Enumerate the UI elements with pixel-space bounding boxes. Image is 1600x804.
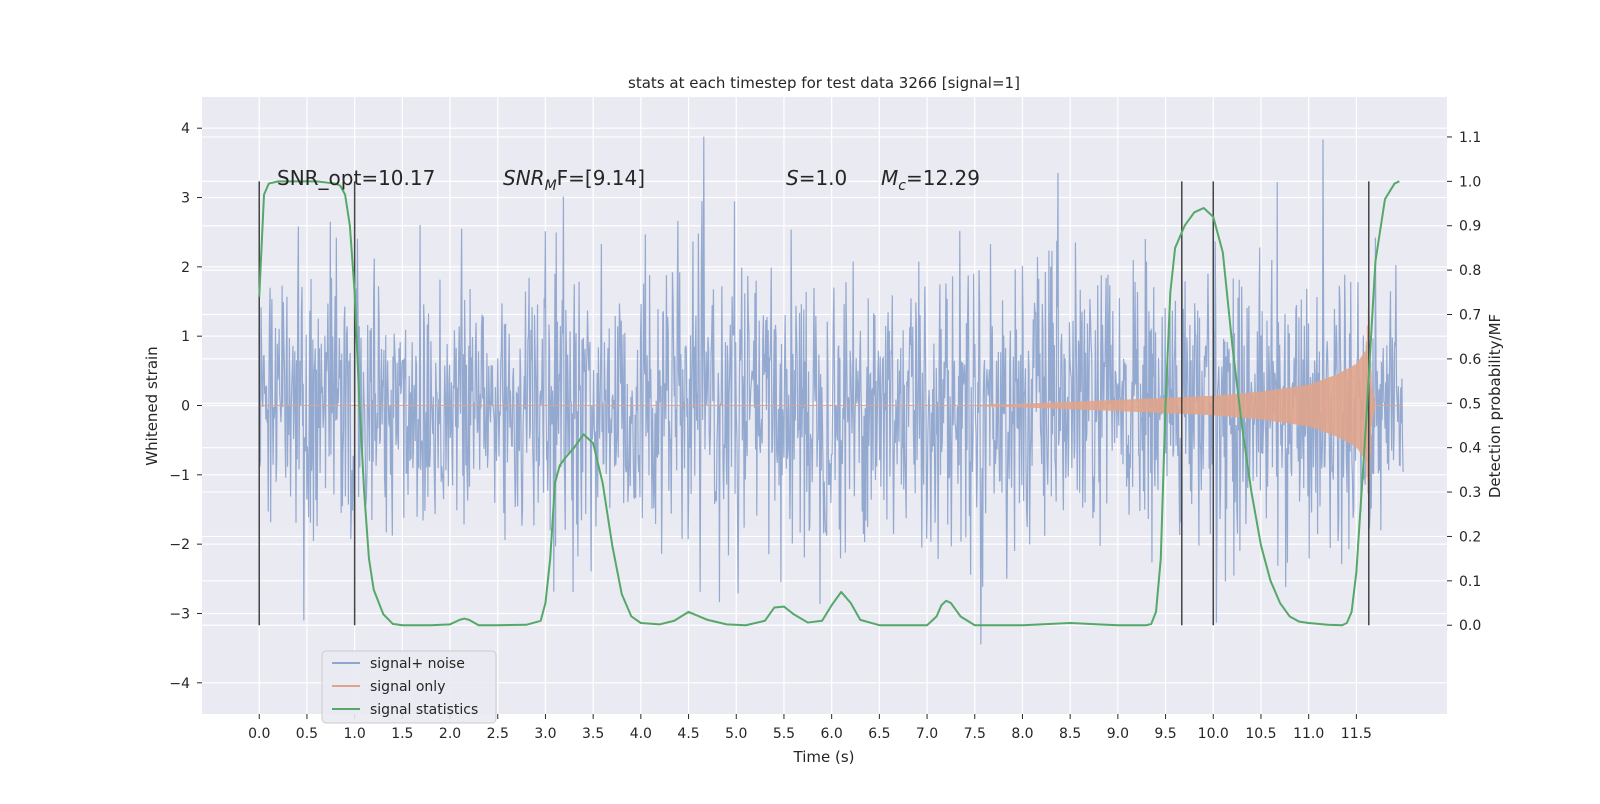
chart-title: stats at each timestep for test data 326… xyxy=(628,74,1020,92)
legend-label-signal-statistics: signal statistics xyxy=(370,702,478,718)
x-tick-label: 0.5 xyxy=(296,726,318,742)
annotation-snr-mf: SNRMF=[9.14] xyxy=(503,166,645,194)
signal-only-line xyxy=(259,309,1404,510)
x-tick-label: 6.0 xyxy=(821,726,843,742)
y-tick-label: −1 xyxy=(169,468,190,484)
x-tick-label: 4.0 xyxy=(630,726,652,742)
y2-tick-label: 0.4 xyxy=(1459,441,1481,457)
annotation-snr-opt: SNR_opt=10.17 xyxy=(277,166,435,190)
y-tick-label: −3 xyxy=(169,606,190,622)
x-tick-label: 2.0 xyxy=(439,726,461,742)
annotation-s-main: S xyxy=(786,166,799,190)
y-tick-label: 3 xyxy=(181,191,190,207)
x-tick-label: 7.5 xyxy=(964,726,986,742)
series-signal-noise xyxy=(258,136,1404,645)
y2-tick-label: 0.1 xyxy=(1459,574,1481,590)
legend-label-signal-only: signal only xyxy=(370,679,445,695)
annotation-snr-mf-sub: M xyxy=(545,178,557,194)
y2-tick-label: 0.2 xyxy=(1459,529,1481,545)
y2-tick-label: 1.0 xyxy=(1459,174,1481,190)
y-tick-label: 2 xyxy=(181,260,190,276)
x-tick-label: 11.0 xyxy=(1293,726,1324,742)
x-tick-label: 3.0 xyxy=(534,726,556,742)
annotations: SNR_opt=10.17 SNRMF=[9.14] S=1.0 Mc=12.2… xyxy=(277,166,980,194)
x-tick-label: 0.0 xyxy=(248,726,270,742)
y2-tick-label: 0.6 xyxy=(1459,352,1481,368)
annotation-snr-mf-main: SNR xyxy=(503,166,545,190)
tick-labels: 0.0 0.5 1.0 1.5 2.0 2.5 3.0 3.5 4.0 4.5 5.0 5.5 6.0 6… xyxy=(169,121,1481,742)
y-tick-label: 0 xyxy=(181,399,190,415)
y2-tick-label: 0.9 xyxy=(1459,219,1481,235)
signal-noise-line xyxy=(258,136,1404,645)
x-tick-label: 8.0 xyxy=(1011,726,1033,742)
annotation-s-rest: =1.0 xyxy=(799,166,848,190)
x-tick-label: 8.5 xyxy=(1059,726,1081,742)
vertical-markers xyxy=(258,181,1370,626)
legend-box xyxy=(321,650,497,724)
x-tick-label: 6.5 xyxy=(868,726,890,742)
x-tick-label: 9.0 xyxy=(1107,726,1129,742)
y2-tick-label: 0.3 xyxy=(1459,485,1481,501)
x-tick-label: 11.5 xyxy=(1341,726,1372,742)
annotation-mc: Mc=12.29 xyxy=(881,166,980,194)
annotation-s: S=1.0 xyxy=(786,166,847,190)
annotation-snr-mf-rest: F=[9.14] xyxy=(557,166,645,190)
y2-tick-label: 0.5 xyxy=(1459,396,1481,412)
x-tick-label: 9.5 xyxy=(1154,726,1176,742)
signal-statistics-line xyxy=(258,180,1400,627)
legend: signal+ noise signal only signal statist… xyxy=(321,650,497,724)
series-signal-only xyxy=(259,309,1404,510)
x-tick-label: 2.5 xyxy=(487,726,509,742)
annotation-mc-rest: =12.29 xyxy=(906,166,980,190)
x-tick-label: 1.5 xyxy=(391,726,413,742)
y2-tick-label: 1.1 xyxy=(1459,130,1481,146)
y2-tick-label: 0.8 xyxy=(1459,263,1481,279)
x-tick-label: 3.5 xyxy=(582,726,604,742)
x-axis-label: Time (s) xyxy=(793,748,855,766)
y-tick-label: −2 xyxy=(169,537,190,553)
y2-tick-label: 0.7 xyxy=(1459,308,1481,324)
x-tick-label: 10.0 xyxy=(1198,726,1229,742)
y2-axis-label: Detection probability/MF xyxy=(1486,314,1504,498)
x-tick-label: 5.5 xyxy=(773,726,795,742)
y-tick-label: 4 xyxy=(181,121,190,137)
annotation-mc-main: M xyxy=(881,166,898,190)
x-tick-label: 1.0 xyxy=(344,726,366,742)
x-tick-label: 7.0 xyxy=(916,726,938,742)
x-tick-label: 5.0 xyxy=(725,726,747,742)
legend-label-signal-noise: signal+ noise xyxy=(370,656,465,672)
x-tick-label: 4.5 xyxy=(677,726,699,742)
y2-tick-label: 0.0 xyxy=(1459,618,1481,634)
series-signal-statistics xyxy=(258,180,1400,627)
x-tick-label: 10.5 xyxy=(1245,726,1276,742)
y-tick-label: −4 xyxy=(169,676,190,692)
y-axis-label: Whitened strain xyxy=(143,346,161,465)
y-tick-label: 1 xyxy=(181,329,190,345)
annotation-mc-sub: c xyxy=(898,178,906,194)
